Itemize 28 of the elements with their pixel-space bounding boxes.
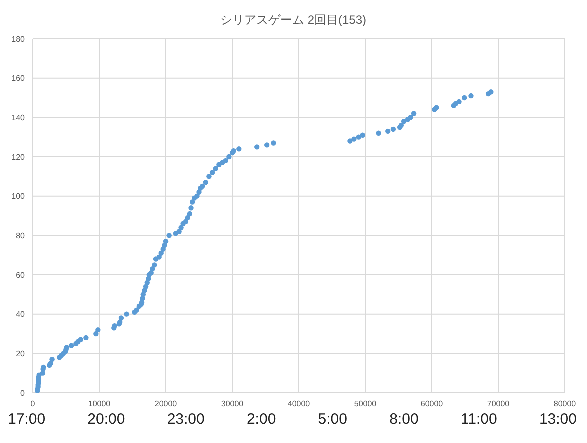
y-tick-label: 20	[16, 350, 26, 359]
x-tick-label: 50000	[354, 400, 378, 409]
y-tick-label: 60	[16, 270, 26, 280]
text: 13:00	[539, 411, 577, 428]
text: 23:00	[167, 411, 205, 428]
y-tick-label: 160	[12, 74, 26, 84]
y-tick-label: 120	[12, 152, 26, 162]
chart-title: シリアスゲーム 2回目(153)	[219, 12, 368, 29]
x-tick-label: 0	[30, 400, 36, 409]
text: 8:00	[390, 411, 419, 428]
x-tick-label: 30000	[221, 400, 244, 409]
x-tick-label: 80000	[554, 400, 577, 409]
x-tick-label: 40000	[288, 400, 311, 409]
text: 17:00	[8, 411, 46, 428]
y-tick-label: 0	[20, 388, 26, 398]
x-tick-label: 20000	[154, 400, 178, 409]
y-tick-label: 80	[16, 232, 26, 241]
y-tick-label: 140	[12, 114, 26, 123]
text: 5:00	[318, 411, 348, 428]
x-tick-label: 10000	[88, 400, 112, 409]
y-tick-label: 40	[16, 310, 26, 320]
text: 20:00	[88, 411, 126, 428]
x-tick-label: 60000	[420, 400, 444, 409]
x-tick-label: 70000	[487, 400, 510, 409]
y-tick-label: 100	[12, 192, 26, 202]
text: 11:00	[460, 411, 498, 428]
text: 2:00	[246, 411, 276, 428]
y-tick-label: 180	[12, 34, 26, 44]
